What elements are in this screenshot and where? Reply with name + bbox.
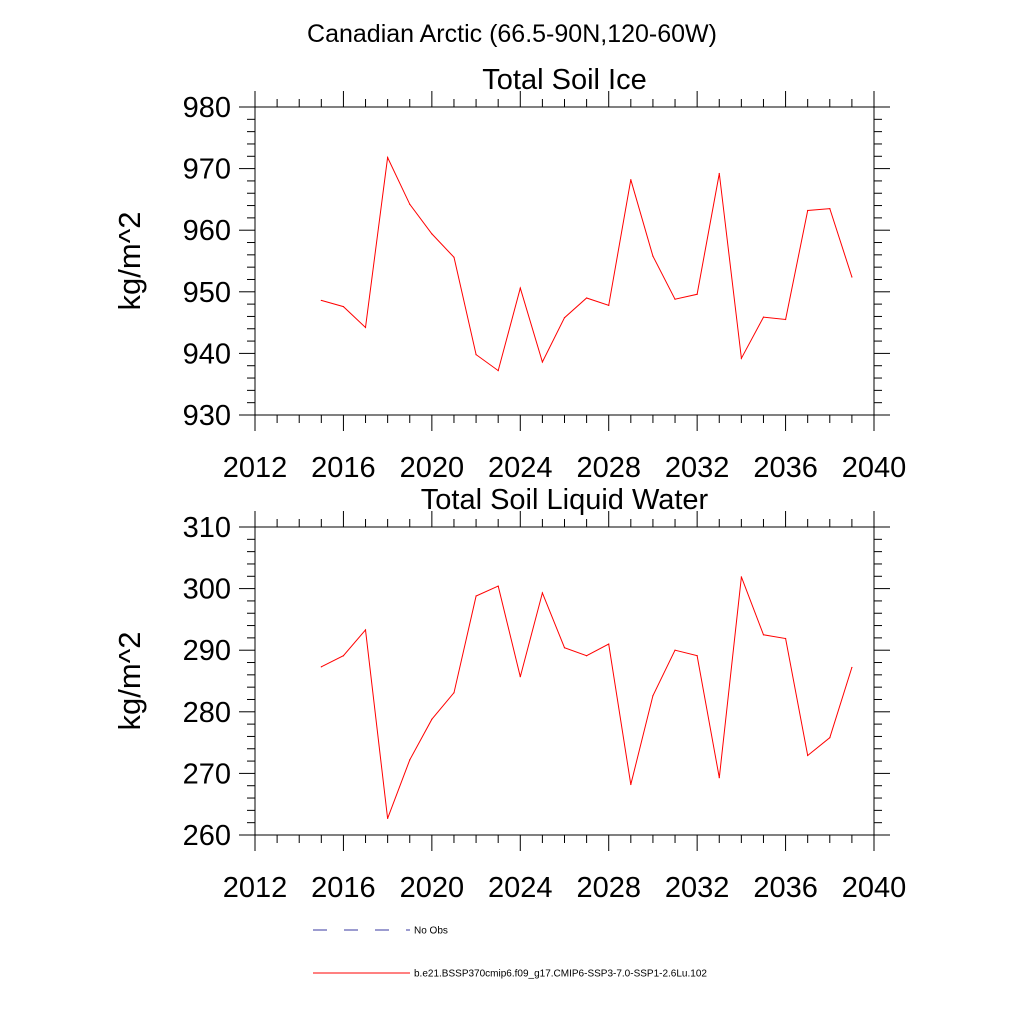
chart-0-series-0-point [409, 203, 411, 205]
chart-1-y-axis-label: kg/m^2 [112, 632, 147, 731]
chart-1-x-tick-label: 2028 [576, 872, 641, 904]
chart-1-y-tick-label: 310 [183, 512, 231, 544]
chart-0-series-0-point [453, 256, 455, 258]
chart-1-series-0-point [387, 817, 389, 819]
chart-0-series-0-point [718, 172, 720, 175]
chart-1-series-0-point [586, 655, 588, 657]
chart-1-series-0-point [696, 655, 698, 657]
chart-1-x-tick-label: 2036 [753, 872, 818, 904]
chart-0-x-tick-label: 2036 [753, 452, 818, 484]
chart-1-series-0-point [497, 585, 499, 587]
chart-0-y-tick-label: 950 [183, 277, 231, 309]
chart-0-series-0-point [740, 357, 742, 359]
chart-0-x-tick-label: 2024 [488, 452, 553, 484]
chart-0-series-0-point [342, 305, 345, 308]
chart-0-x-tick-label: 2016 [311, 452, 376, 484]
chart-1-series-0-point [320, 666, 322, 668]
chart-0-y-tick-label: 930 [183, 400, 231, 432]
chart-1-series-0-point [431, 718, 433, 720]
chart-0-series-0-point [652, 255, 654, 257]
chart-1-series-0-point [829, 737, 831, 739]
chart-0-series-0-point [784, 318, 787, 321]
chart-1-series-0-point [475, 595, 477, 597]
chart-1-x-tick-label: 2032 [665, 872, 730, 904]
chart-0-series-0-point [762, 316, 765, 318]
figure-title: Canadian Arctic (66.5-90N,120-60W) [307, 20, 717, 48]
chart-1-series-0-point [630, 783, 632, 786]
chart-0-series-0-point [387, 156, 389, 159]
chart-0-y-axis-label: kg/m^2 [112, 212, 147, 311]
chart-0-series-0-point [431, 233, 433, 235]
chart-0-series-0-point [541, 361, 543, 363]
chart-1-y-tick-label: 260 [183, 820, 231, 852]
chart-1-series-0-point [364, 629, 367, 631]
chart-0-series-0-point [497, 370, 499, 372]
chart-1-x-tick-label: 2016 [311, 872, 376, 904]
chart-1-title: Total Soil Liquid Water [421, 484, 709, 516]
chart-0-series-0-point [851, 276, 853, 278]
chart-0-series-0-point [475, 354, 477, 356]
chart-0-title: Total Soil Ice [482, 64, 646, 96]
chart-1-series-0-point [807, 754, 809, 757]
chart-0-y-tick-label: 970 [183, 154, 231, 186]
chart-1-y-tick-label: 270 [183, 758, 231, 790]
chart-1-series-0-point [674, 649, 676, 651]
chart-1-series-0-point [740, 576, 742, 578]
panel-total-soil-liquid-water: Total Soil Liquid Water 2012 2016 2020 2024 2… [112, 484, 906, 904]
chart-0-series-0-point [563, 317, 566, 319]
chart-1-series-0-point [608, 643, 610, 645]
chart-1-series-0-point [718, 777, 720, 779]
chart-0-series-0-point [829, 208, 831, 210]
chart-0-series-0-point [807, 209, 809, 212]
chart-0-series-0-point [364, 326, 367, 329]
chart-0-series-0-point [630, 179, 632, 181]
chart-1-series-0-point [541, 592, 543, 594]
chart-1-series-0-point [409, 759, 411, 761]
legend-label-0: No Obs [414, 926, 448, 937]
chart-1-x-tick-label: 2024 [488, 872, 553, 904]
chart-0-series-0-point [519, 287, 521, 289]
chart-0-series-0-point [586, 297, 588, 299]
chart-1-series-0-point [851, 666, 853, 669]
chart-0-x-tick-label: 2032 [665, 452, 730, 484]
chart-0-series-0-point [674, 298, 676, 300]
chart-1-series-0-point [784, 637, 787, 640]
chart-1-y-tick-label: 280 [183, 697, 231, 729]
chart-0-x-tick-label: 2020 [400, 452, 465, 484]
chart-0-series-0-point [696, 293, 698, 295]
chart-1-y-tick-label: 300 [183, 574, 231, 606]
panel-total-soil-ice: Total Soil Ice 2012 2016 2020 2024 2028 2032 20… [112, 64, 906, 484]
chart-0-x-tick-label: 2012 [223, 452, 288, 484]
chart-1-series-0-point [453, 692, 455, 694]
chart-1-series-0-point [762, 634, 765, 636]
chart-0-x-tick-label: 2028 [576, 452, 641, 484]
chart-1-x-tick-label: 2012 [223, 872, 288, 904]
legend: No Obs b.e21.BSSP370cmip6.f09_g17.CMIP6-S… [313, 926, 707, 980]
chart-1-series-0-point [519, 676, 521, 678]
chart-1-plot-frame [254, 526, 875, 836]
chart-0-y-tick-label: 960 [183, 215, 231, 247]
chart-1-series-0-point [342, 655, 345, 657]
chart-0-y-tick-label: 940 [183, 338, 231, 370]
chart-1-x-tick-label: 2020 [400, 872, 465, 904]
chart-0-series-0-point [608, 304, 610, 306]
chart-1-series-0-point [652, 695, 654, 697]
chart-1-series-0-line [321, 576, 853, 819]
chart-1-series-0-point [563, 647, 566, 649]
chart-0-y-tick-label: 980 [183, 92, 231, 124]
chart-0-series-0-point [320, 299, 322, 302]
legend-label-1: b.e21.BSSP370cmip6.f09_g17.CMIP6-SSP3-7.… [414, 969, 707, 980]
chart-0-series-0-line [321, 155, 853, 372]
chart-0-plot-frame [254, 106, 875, 416]
chart-1-x-tick-label: 2040 [842, 872, 907, 904]
chart-1-y-tick-label: 290 [183, 635, 231, 667]
chart-0-x-tick-label: 2040 [842, 452, 907, 484]
